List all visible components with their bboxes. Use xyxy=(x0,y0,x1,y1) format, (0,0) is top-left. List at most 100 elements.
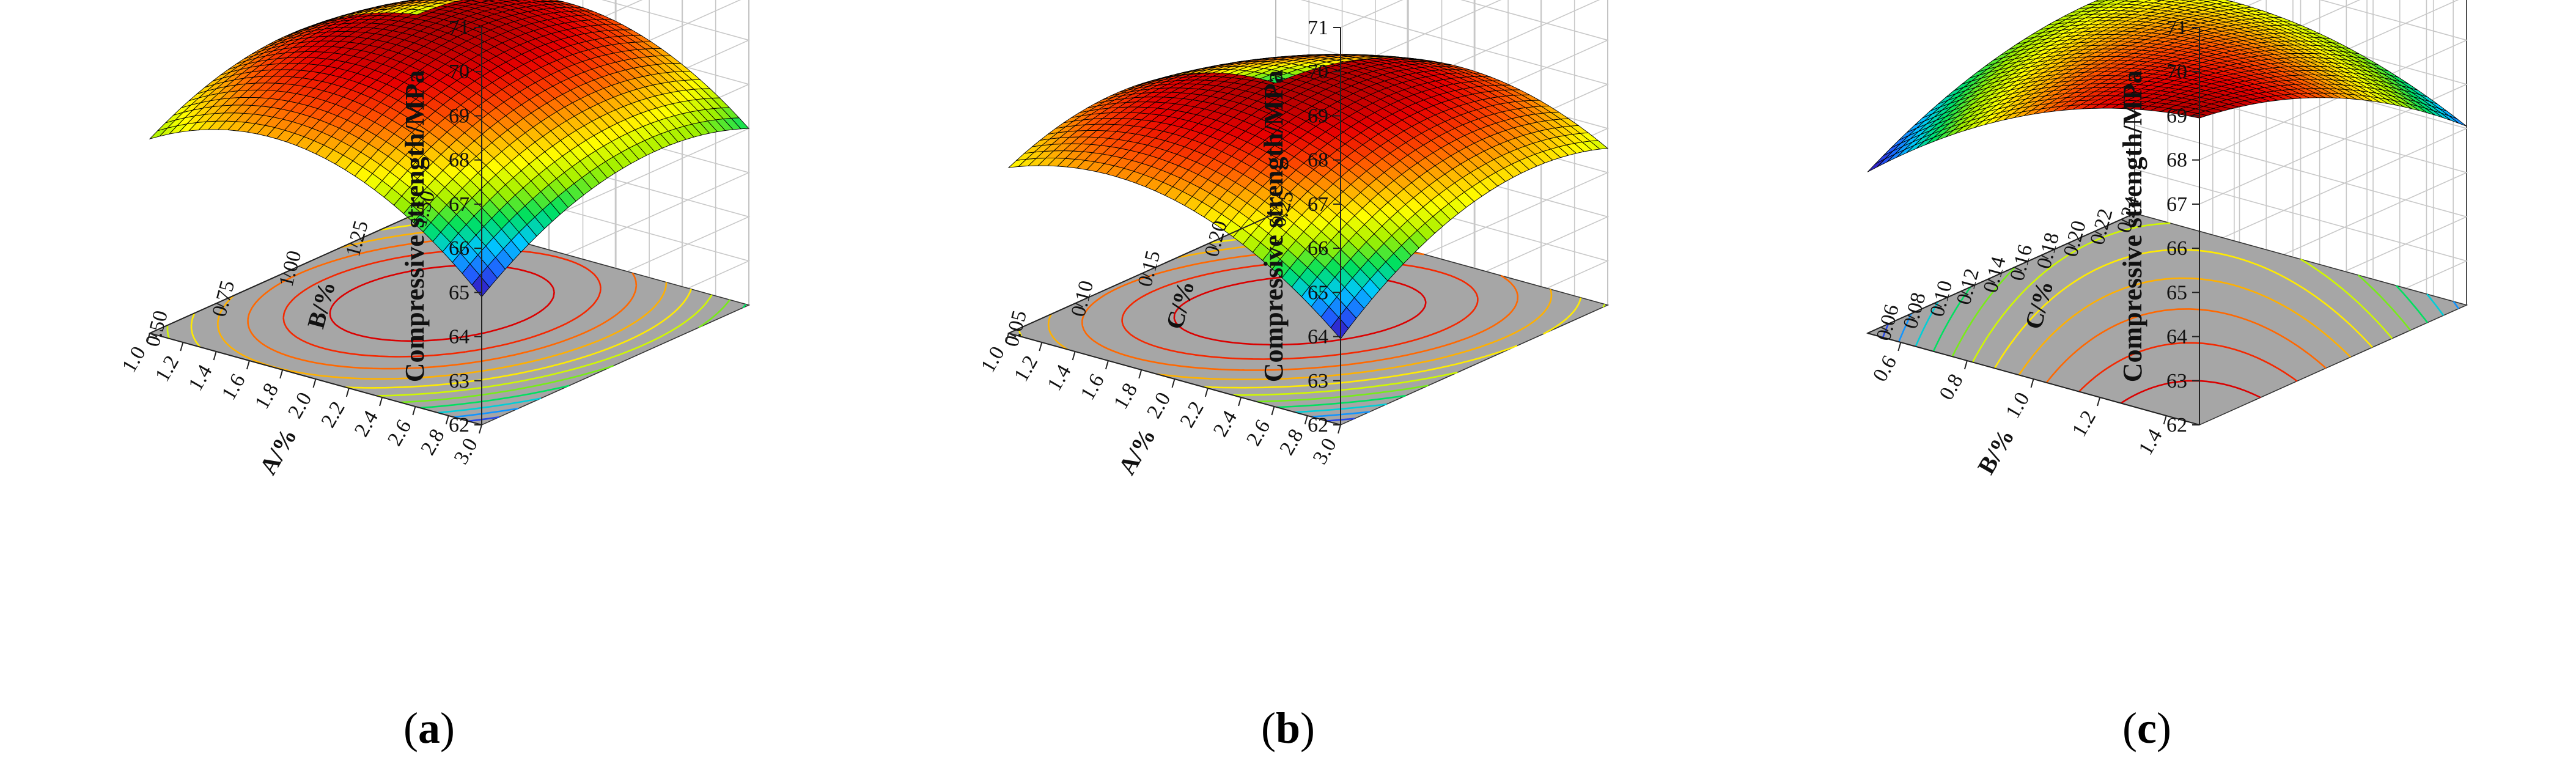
x-axis-title: B/% xyxy=(1972,424,2020,479)
z-tick-label: 66 xyxy=(1308,237,1328,260)
surface-cell xyxy=(2179,0,2197,2)
z-tick-label: 63 xyxy=(449,370,469,392)
contour-line xyxy=(1932,285,2429,352)
x-tick-mark xyxy=(1271,406,1275,416)
response-surface xyxy=(1007,54,1609,339)
contour-line xyxy=(400,299,730,403)
x-tick-label: 2.0 xyxy=(1143,389,1175,422)
y-tick-mark xyxy=(1960,290,1969,296)
x-tick-mark xyxy=(1138,369,1143,379)
surface-plot-b: 62 63 64 65 66 67 68 69 70 71 Compressive strength… xyxy=(977,0,1610,479)
x-tick-label: 2.6 xyxy=(1242,416,1275,450)
z-tick-label: 68 xyxy=(2166,149,2187,172)
y-axis-line xyxy=(1867,213,2135,334)
x-tick-label: 1.4 xyxy=(1043,361,1075,395)
x-tick-mark xyxy=(1338,424,1341,434)
z-ticks: 62 63 64 65 66 67 68 69 70 71 xyxy=(2166,17,2199,436)
x-tick-mark xyxy=(2163,415,2167,425)
y-tick-mark xyxy=(2041,254,2049,260)
z-tick-label: 63 xyxy=(1308,370,1328,392)
x-tick-label: 1.0 xyxy=(118,343,150,377)
z-tick-label: 65 xyxy=(449,281,469,304)
contour-lines xyxy=(1882,222,2460,404)
x-tick-label: 2.2 xyxy=(317,398,349,432)
x-tick-mark xyxy=(1897,342,1902,352)
panel-a: 62 63 64 65 66 67 68 69 70 71 Compressive strength… xyxy=(0,0,858,777)
y-tick-mark xyxy=(1880,326,1889,332)
z-tick-label: 64 xyxy=(449,326,469,348)
surface-cell xyxy=(510,0,523,1)
surface-cell xyxy=(1267,76,1287,84)
x-tick-label: 1.2 xyxy=(151,352,183,386)
x-tick-label: 1.6 xyxy=(1076,370,1109,404)
y-tick-mark xyxy=(2014,267,2022,272)
z-tick-label: 71 xyxy=(2166,17,2187,39)
x-tick-mark xyxy=(1171,378,1176,388)
x-tick-label: 1.8 xyxy=(1110,380,1142,413)
surface-cell xyxy=(2105,0,2118,1)
surface-cell xyxy=(548,0,564,2)
y-tick-mark xyxy=(2121,218,2129,224)
x-axis-title: A/% xyxy=(1113,423,1161,479)
y-tick-mark xyxy=(1934,303,1942,307)
x-tick-label: 2.0 xyxy=(284,389,316,422)
z-tick-label: 65 xyxy=(1308,281,1328,304)
response-surface xyxy=(1867,0,2467,172)
surface-cell xyxy=(2124,0,2140,2)
y-tick-mark xyxy=(1275,213,1284,218)
x-tick-mark xyxy=(312,378,317,388)
panel-c: 62 63 64 65 66 67 68 69 70 71 Compressive strength… xyxy=(1718,0,2576,777)
surface-cell xyxy=(2114,0,2129,2)
x-tick-mark xyxy=(2030,378,2034,388)
y-tick-mark xyxy=(2094,230,2102,236)
x-tick-mark xyxy=(246,360,250,370)
y-tick-mark xyxy=(1142,273,1150,278)
contour-line xyxy=(166,215,713,397)
z-tick-label: 62 xyxy=(1308,414,1328,436)
y-tick-mark xyxy=(1987,278,1996,284)
x-tick-mark xyxy=(1072,351,1076,361)
z-tick-label: 68 xyxy=(1308,149,1328,172)
contour-line xyxy=(2078,342,2298,392)
x-tick-label: 1.0 xyxy=(977,343,1009,377)
surface-cell xyxy=(2162,0,2180,2)
z-tick-label: 71 xyxy=(1308,17,1328,39)
z-tick-label: 69 xyxy=(449,105,469,127)
z-tick-label: 65 xyxy=(2166,281,2187,304)
x-tick-mark xyxy=(1963,360,1968,370)
x-tick-label: 2.8 xyxy=(416,425,449,459)
z-tick-label: 66 xyxy=(449,237,469,260)
z-tick-label: 71 xyxy=(449,17,469,39)
x-tick-mark xyxy=(479,424,482,434)
surface-cell xyxy=(2154,0,2165,1)
x-tick-mark xyxy=(412,406,416,416)
z-tick-label: 67 xyxy=(1308,193,1328,216)
x-tick-label: 3.0 xyxy=(1309,435,1341,468)
z-tick-label: 62 xyxy=(449,414,469,436)
z-gridline xyxy=(2199,0,2468,161)
x-tick-label: 3.0 xyxy=(450,435,482,468)
x-tick-label: 2.2 xyxy=(1176,398,1208,432)
y-tick-mark xyxy=(1209,243,1217,248)
contour-line xyxy=(2018,277,2352,376)
contour-line xyxy=(1295,403,1387,413)
x-tick-label: 0.6 xyxy=(1869,352,1901,386)
x-tick-label: 2.6 xyxy=(383,416,416,450)
z-tick-label: 67 xyxy=(449,193,469,216)
z-axis-title: Compressive strength/MPa xyxy=(2118,70,2147,382)
surface-cell xyxy=(1867,158,1886,172)
x-tick-mark xyxy=(445,415,449,425)
response-surface xyxy=(149,0,749,298)
z-tick-label: 70 xyxy=(449,61,469,83)
x-tick-mark xyxy=(1304,415,1308,425)
surface-cell xyxy=(482,0,496,1)
y-tick-mark xyxy=(283,273,291,278)
x-tick-label: 2.8 xyxy=(1275,425,1308,459)
x-axis-title: A/% xyxy=(254,423,302,479)
z-tick-label: 62 xyxy=(2166,414,2187,436)
surface-cell xyxy=(408,9,427,15)
x-tick-label: 1.2 xyxy=(1010,352,1042,386)
x-tick-mark xyxy=(1006,333,1009,342)
contour-line xyxy=(1882,323,1890,338)
